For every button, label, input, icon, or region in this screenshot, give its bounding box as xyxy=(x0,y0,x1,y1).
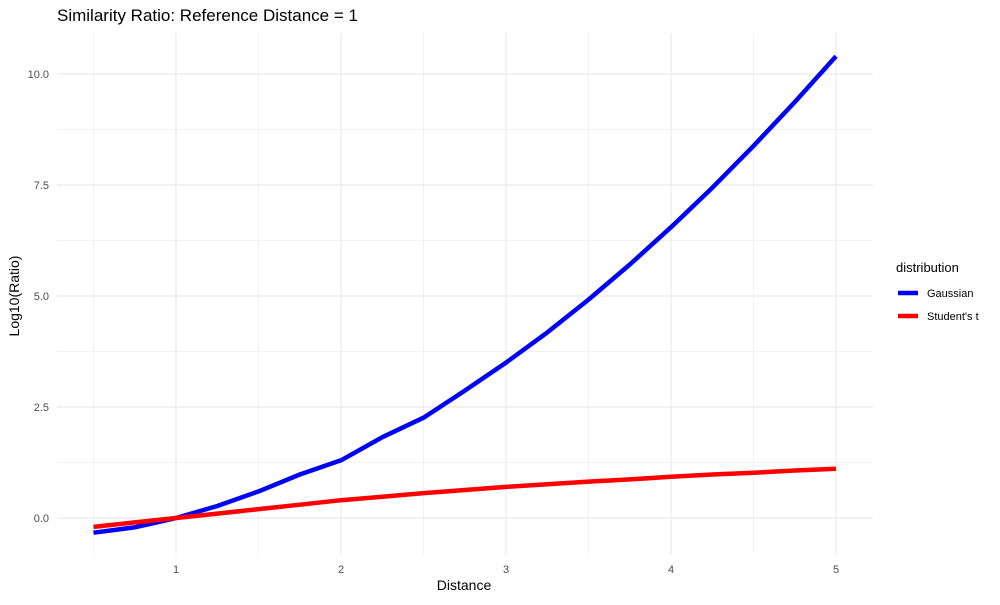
x-tick-label: 3 xyxy=(503,564,509,576)
legend: distribution Gaussian Student's t xyxy=(896,260,979,323)
y-tick-label: 7.5 xyxy=(34,180,49,192)
x-tick-label: 5 xyxy=(833,564,839,576)
x-axis-ticks: 1 2 3 4 5 xyxy=(173,564,839,576)
x-tick-label: 2 xyxy=(338,564,344,576)
y-axis-title: Log10(Ratio) xyxy=(6,256,22,337)
y-tick-label: 10.0 xyxy=(28,69,49,81)
y-axis-ticks: 0.0 2.5 5.0 7.5 10.0 xyxy=(28,69,49,525)
series-line-0 xyxy=(93,54,838,535)
series-line-1 xyxy=(93,466,837,530)
legend-label-1: Student's t xyxy=(927,311,979,323)
legend-label-0: Gaussian xyxy=(927,288,973,300)
series-layer xyxy=(93,54,838,535)
y-tick-label: 0.0 xyxy=(34,513,49,525)
y-tick-label: 5.0 xyxy=(34,291,49,303)
grid-major xyxy=(57,33,873,555)
x-axis-title: Distance xyxy=(437,577,492,593)
x-tick-label: 1 xyxy=(173,564,179,576)
grid-minor xyxy=(57,33,873,555)
legend-items: Gaussian Student's t xyxy=(898,288,979,323)
chart-title: Similarity Ratio: Reference Distance = 1 xyxy=(57,6,358,25)
legend-title: distribution xyxy=(896,260,959,275)
y-tick-label: 2.5 xyxy=(34,402,49,414)
x-tick-label: 4 xyxy=(668,564,674,576)
